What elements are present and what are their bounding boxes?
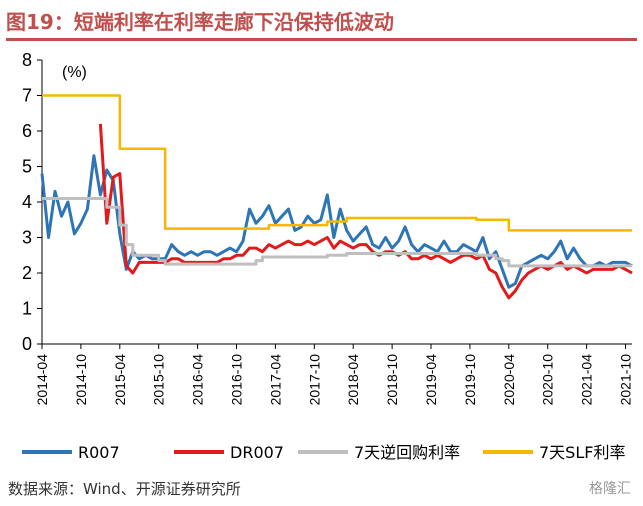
x-tick-label: 2019-10 <box>462 354 478 406</box>
x-tick-label: 2020-04 <box>501 354 517 406</box>
figure-title: 图19：短端利率在利率走廊下沿保持低波动 <box>6 10 394 34</box>
y-tick-label: 7 <box>22 86 32 106</box>
series-r007-line <box>40 154 633 289</box>
y-tick-label: 3 <box>22 228 32 248</box>
y-tick-label: 0 <box>22 334 32 354</box>
x-tick-label: 2021-10 <box>618 354 634 406</box>
x-tick-label: 2014-10 <box>73 354 89 406</box>
x-tick-label: 2014-04 <box>34 354 50 406</box>
x-tick-label: 2018-04 <box>345 354 361 406</box>
series-slf-line <box>42 94 632 232</box>
series-layer <box>40 94 633 300</box>
title-divider <box>6 38 637 41</box>
legend-item-r007: R007 <box>22 443 120 462</box>
y-tick-label: 2 <box>22 263 32 283</box>
x-tick-label: 2018-10 <box>384 354 400 406</box>
chart-legend: R007 DR007 7天逆回购利率 7天SLF利率 <box>22 443 625 462</box>
y-tick-label: 4 <box>22 192 32 212</box>
y-tick-label: 1 <box>22 299 32 319</box>
line-chart: 0 1 2 3 4 5 6 7 8 2014-04 2014-10 2015-04 2015-10 201… <box>22 50 634 462</box>
x-tick-label: 2020-10 <box>540 354 556 406</box>
legend-item-slf: 7天SLF利率 <box>483 443 625 462</box>
x-tick-label: 2015-04 <box>112 354 128 406</box>
x-tick-label: 2017-04 <box>267 354 283 406</box>
legend-item-dr007: DR007 <box>174 443 284 462</box>
legend-label: R007 <box>78 443 120 462</box>
legend-label: DR007 <box>230 443 284 462</box>
legend-label: 7天SLF利率 <box>539 443 625 462</box>
series-dr007-line <box>98 123 633 300</box>
chart-axes: 0 1 2 3 4 5 6 7 8 2014-04 2014-10 2015-04 2015-10 201… <box>22 50 634 405</box>
source-note: 数据来源：Wind、开源证券研究所 <box>8 480 241 498</box>
series-reverse-repo-line <box>42 197 632 268</box>
x-tick-label: 2016-04 <box>190 354 206 406</box>
y-tick-label: 8 <box>22 50 32 70</box>
legend-item-reverse-repo: 7天逆回购利率 <box>298 443 460 462</box>
y-tick-label: 5 <box>22 157 32 177</box>
y-unit-label: (%) <box>62 64 87 81</box>
x-tick-label: 2021-04 <box>579 354 595 406</box>
x-tick-label: 2015-10 <box>151 354 167 406</box>
x-tick-label: 2019-04 <box>423 354 439 406</box>
y-tick-label: 6 <box>22 121 32 141</box>
x-tick-label: 2017-10 <box>306 354 322 406</box>
x-tick-label: 2016-10 <box>229 354 245 406</box>
legend-label: 7天逆回购利率 <box>354 443 460 462</box>
watermark-text: 格隆汇 <box>589 481 631 497</box>
